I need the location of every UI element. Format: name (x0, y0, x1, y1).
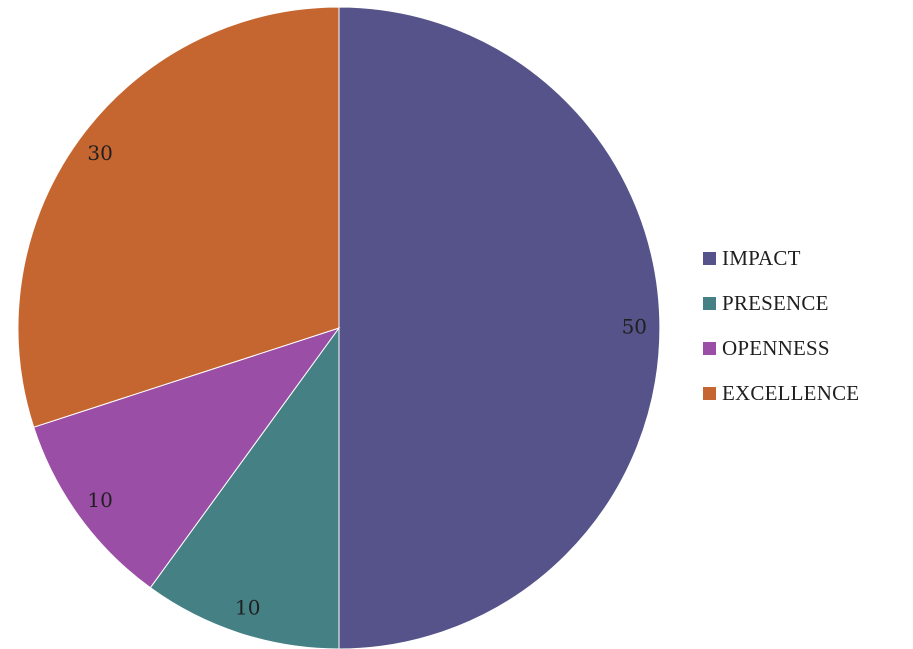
legend-swatch-openness (703, 341, 716, 355)
legend-item-openness: OPENNESS (703, 336, 908, 360)
legend-label-excellence: EXCELLENCE (722, 380, 860, 405)
legend-item-excellence: EXCELLENCE (703, 381, 908, 405)
pie-slice-impact (338, 6, 661, 649)
data-label-impact: 50 (622, 315, 647, 339)
legend-label-presence: PRESENCE (722, 290, 829, 315)
legend-label-impact: IMPACT (722, 245, 801, 270)
legend-swatch-impact (703, 251, 716, 265)
data-label-excellence: 30 (87, 141, 112, 165)
data-label-presence: 10 (235, 595, 260, 619)
pie-data-labels: 50 10 10 30 (87, 141, 647, 619)
pie-slices (17, 6, 661, 649)
pie-slice-excellence (17, 6, 340, 428)
legend-item-presence: PRESENCE (703, 291, 908, 315)
legend: IMPACT PRESENCE OPENNESS EXCELLENCE (703, 246, 908, 426)
legend-swatch-excellence (703, 386, 716, 400)
legend-item-impact: IMPACT (703, 246, 908, 270)
legend-swatch-presence (703, 296, 716, 310)
data-label-openness: 10 (87, 488, 112, 512)
pie-slice-openness (33, 327, 341, 589)
legend-label-openness: OPENNESS (722, 335, 830, 360)
